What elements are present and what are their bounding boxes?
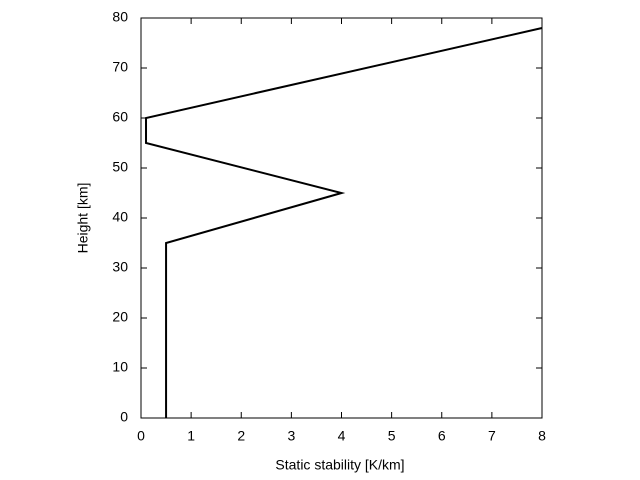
y-tick-label: 10	[112, 359, 128, 375]
x-axis-label: Static stability [K/km]	[275, 457, 404, 473]
x-tick-label: 0	[137, 428, 145, 444]
y-tick-label: 50	[112, 159, 128, 175]
y-tick-label: 0	[120, 409, 128, 425]
plot-frame	[140, 17, 543, 419]
x-tick-label: 5	[388, 428, 396, 444]
y-axis-label: Height [km]	[75, 183, 91, 254]
y-tick-label: 40	[112, 209, 128, 225]
data-line	[145, 27, 543, 418]
x-tick-label: 4	[338, 428, 346, 444]
x-tick-label: 8	[538, 428, 546, 444]
x-tick-label: 2	[237, 428, 245, 444]
y-tick-label: 30	[112, 259, 128, 275]
y-tick-label: 70	[112, 59, 128, 75]
y-tick-label: 60	[112, 109, 128, 125]
x-tick-label: 3	[287, 428, 295, 444]
y-tick-label: 80	[112, 9, 128, 25]
x-tick-label: 6	[438, 428, 446, 444]
x-tick-label: 1	[187, 428, 195, 444]
x-tick-label: 7	[488, 428, 496, 444]
y-tick-label: 20	[112, 309, 128, 325]
